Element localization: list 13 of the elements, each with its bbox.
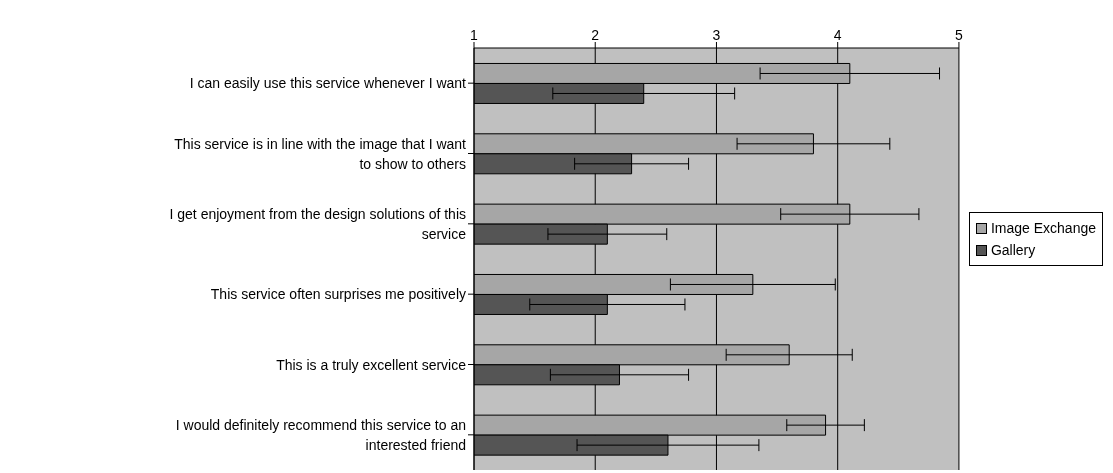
y-tick-label: This is a truly excellent service — [276, 356, 467, 373]
x-tick-label: 1 — [470, 27, 479, 43]
y-tick-label: I would definitely recommend this service to an interested friend — [175, 416, 466, 453]
legend-label: Image Exchange — [990, 220, 1096, 236]
y-tick-label: I get enjoyment from the design solutions of this service — [169, 205, 467, 242]
x-tick-label: 4 — [833, 27, 842, 43]
x-tick-label: 3 — [712, 27, 721, 43]
legend-label: Gallery — [990, 242, 1036, 258]
y-tick-label: This service often surprises me positively — [210, 286, 466, 303]
y-tick-label: I can easily use this service whenever I want — [189, 75, 467, 92]
x-tick-label: 2 — [591, 27, 600, 43]
x-tick-label: 5 — [955, 27, 964, 43]
y-tick-label: This service is in line with the image that I want to show to others — [174, 135, 467, 172]
